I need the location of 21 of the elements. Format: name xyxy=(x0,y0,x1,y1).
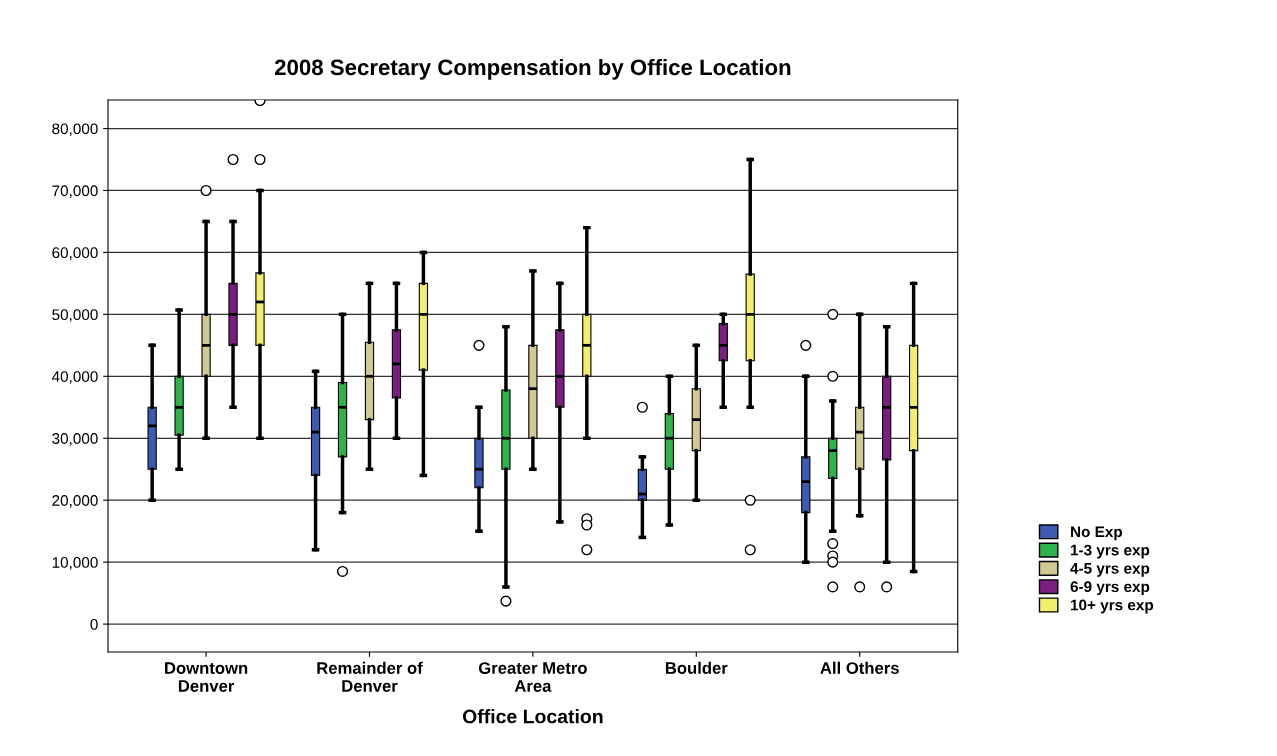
chart-title: 2008 Secretary Compensation by Office Location xyxy=(274,58,791,80)
x-tick-label: Greater Metro Area xyxy=(478,662,587,692)
y-tick-label: 20,000 xyxy=(52,495,98,508)
legend-label: 1-3 yrs exp xyxy=(1070,544,1150,559)
legend-label: No Exp xyxy=(1071,526,1123,541)
y-tick-label: 10,000 xyxy=(52,557,98,570)
y-tick-label: 80,000 xyxy=(52,123,98,137)
x-tick-label: All Others xyxy=(820,661,899,674)
y-tick-label: 40,000 xyxy=(51,371,98,384)
x-tick-label: Boulder xyxy=(665,661,728,674)
x-tick-label: Remainder of Denver xyxy=(317,661,423,692)
y-tick-label: 60,000 xyxy=(52,247,98,260)
x-tick-label: Downtown Denver xyxy=(165,662,248,692)
y-tick-label: 50,000 xyxy=(52,309,98,322)
y-tick-label: 70,000 xyxy=(52,185,98,198)
y-tick-label: 30,000 xyxy=(52,433,98,446)
y-tick-label: 0 xyxy=(90,618,98,630)
legend-label: 4-5 yrs exp xyxy=(1070,563,1150,577)
legend-label: 6-9 yrs exp xyxy=(1070,581,1150,596)
x-axis-title: Office Location xyxy=(462,709,603,724)
legend-label: 10+ yrs exp xyxy=(1070,599,1154,614)
